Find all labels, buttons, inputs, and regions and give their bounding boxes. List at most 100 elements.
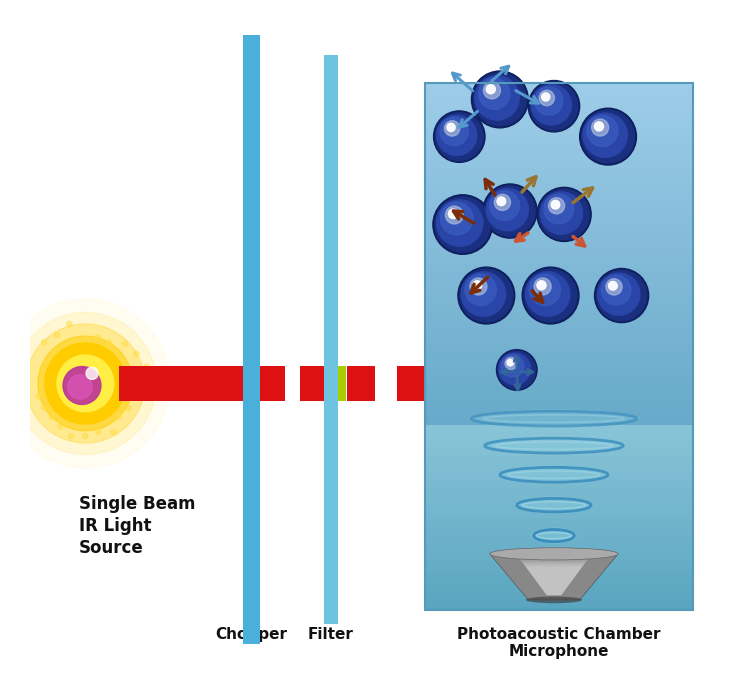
Circle shape xyxy=(501,354,524,377)
Bar xyxy=(425,517,693,524)
Polygon shape xyxy=(523,563,585,595)
Bar xyxy=(425,511,693,517)
Bar xyxy=(425,227,693,234)
Circle shape xyxy=(435,197,490,252)
Ellipse shape xyxy=(489,548,618,560)
Circle shape xyxy=(495,194,511,210)
Bar xyxy=(425,326,693,333)
Circle shape xyxy=(38,336,132,430)
Circle shape xyxy=(434,111,485,162)
Circle shape xyxy=(41,405,47,410)
Circle shape xyxy=(544,194,573,224)
Bar xyxy=(425,108,693,115)
Bar xyxy=(425,346,693,353)
Circle shape xyxy=(606,279,622,295)
Bar xyxy=(425,497,693,504)
Bar xyxy=(425,115,693,122)
Circle shape xyxy=(445,206,463,224)
Circle shape xyxy=(68,433,74,439)
Ellipse shape xyxy=(526,596,582,603)
Circle shape xyxy=(609,282,618,290)
Circle shape xyxy=(472,71,528,128)
Bar xyxy=(425,438,693,445)
Bar xyxy=(425,456,693,462)
Bar xyxy=(425,431,693,439)
Bar xyxy=(425,424,693,432)
Bar xyxy=(425,445,693,452)
Circle shape xyxy=(21,364,26,369)
Circle shape xyxy=(539,90,554,106)
Bar xyxy=(425,550,693,557)
Bar xyxy=(425,591,693,598)
Bar xyxy=(425,511,693,517)
Circle shape xyxy=(548,198,565,214)
Bar xyxy=(425,83,693,610)
Polygon shape xyxy=(524,564,584,595)
Ellipse shape xyxy=(482,436,626,455)
Bar xyxy=(425,287,693,293)
Circle shape xyxy=(63,367,101,405)
Circle shape xyxy=(111,430,116,435)
Bar xyxy=(425,154,693,162)
Bar xyxy=(425,542,693,549)
Circle shape xyxy=(41,340,47,345)
Bar xyxy=(425,530,693,538)
Bar xyxy=(425,365,693,373)
Bar xyxy=(425,399,693,405)
Polygon shape xyxy=(525,565,583,595)
Circle shape xyxy=(1,299,170,468)
Bar xyxy=(425,293,693,300)
Circle shape xyxy=(583,113,627,158)
Polygon shape xyxy=(521,560,587,595)
Bar xyxy=(425,491,693,498)
Bar xyxy=(425,418,693,425)
Circle shape xyxy=(460,269,513,322)
Bar xyxy=(425,141,693,149)
Circle shape xyxy=(54,332,60,337)
Circle shape xyxy=(484,82,500,99)
Circle shape xyxy=(505,357,517,369)
Circle shape xyxy=(132,394,138,399)
Bar xyxy=(425,536,693,543)
Circle shape xyxy=(601,275,631,305)
Circle shape xyxy=(595,122,604,131)
Circle shape xyxy=(498,351,536,389)
Bar xyxy=(425,449,693,456)
Bar xyxy=(425,443,693,450)
Bar xyxy=(425,253,693,261)
Circle shape xyxy=(68,375,92,399)
Circle shape xyxy=(537,281,546,290)
Circle shape xyxy=(470,278,487,295)
Circle shape xyxy=(440,202,473,235)
Bar xyxy=(119,366,243,401)
Circle shape xyxy=(526,272,570,316)
Circle shape xyxy=(587,115,618,147)
Circle shape xyxy=(436,200,483,246)
Bar xyxy=(425,537,693,544)
Circle shape xyxy=(497,197,506,206)
Bar xyxy=(425,548,693,555)
Text: Single Beam
IR Light
Source: Single Beam IR Light Source xyxy=(79,495,195,557)
Bar xyxy=(425,411,693,419)
Bar xyxy=(425,554,693,561)
Polygon shape xyxy=(523,562,586,595)
Bar xyxy=(425,451,693,458)
Circle shape xyxy=(522,267,579,324)
Circle shape xyxy=(485,186,535,236)
Bar xyxy=(425,543,693,551)
Bar xyxy=(425,563,693,570)
Polygon shape xyxy=(516,555,592,595)
Bar xyxy=(425,464,693,471)
Circle shape xyxy=(478,78,510,109)
Bar xyxy=(425,168,693,175)
Circle shape xyxy=(67,321,72,327)
Circle shape xyxy=(489,191,520,221)
Bar xyxy=(425,405,693,412)
Bar xyxy=(425,352,693,359)
Bar xyxy=(261,366,285,401)
Ellipse shape xyxy=(468,409,640,428)
Bar xyxy=(425,392,693,399)
Text: Filter: Filter xyxy=(308,627,354,642)
Bar xyxy=(425,530,693,536)
Bar xyxy=(425,128,693,135)
